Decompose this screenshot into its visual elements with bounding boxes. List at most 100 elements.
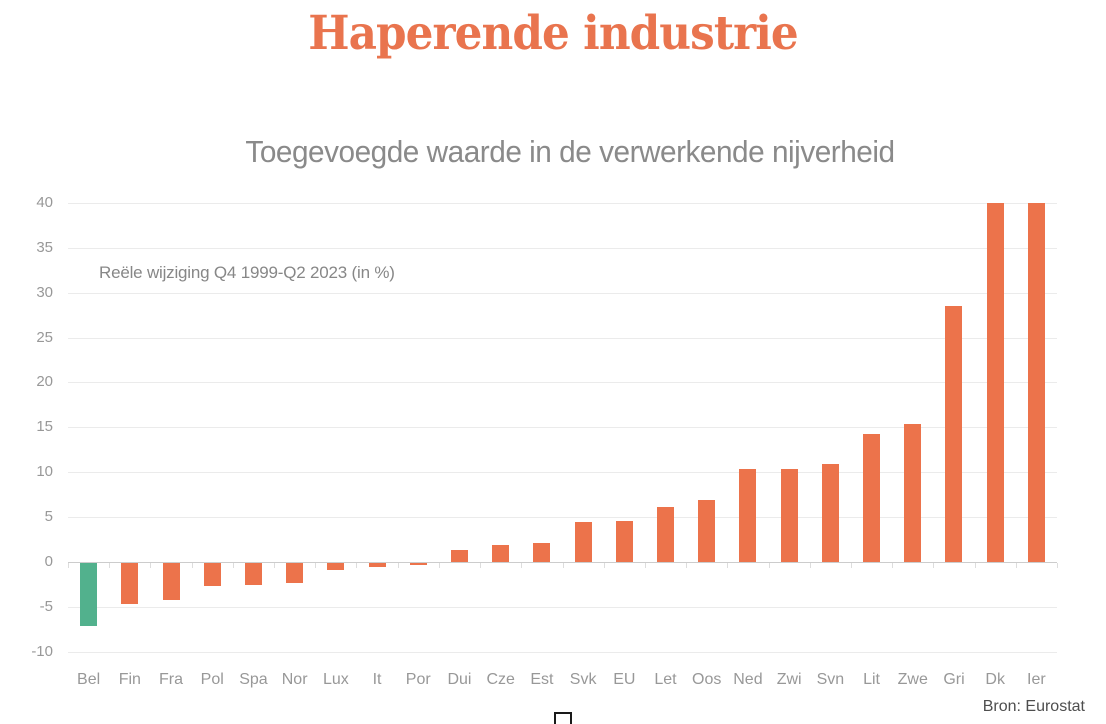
x-tick-label-Bel: Bel xyxy=(77,671,101,688)
x-axis-tick xyxy=(232,563,234,568)
x-tick-label-Svk: Svk xyxy=(569,671,597,688)
y-tick-label--10: -10 xyxy=(31,642,53,660)
bar-Oos xyxy=(698,500,716,562)
x-tick-label-Zwe: Zwe xyxy=(897,671,928,688)
x-axis-tick xyxy=(850,563,852,568)
x-axis-tick xyxy=(809,563,811,568)
gridline-35 xyxy=(68,247,1057,249)
x-tick-label-Let: Let xyxy=(654,671,677,688)
x-tick-label-Ned: Ned xyxy=(733,671,763,688)
x-tick-label-Spa: Spa xyxy=(239,671,268,688)
y-tick-label-20: 20 xyxy=(36,373,53,391)
gridline-30 xyxy=(68,292,1057,294)
missing-glyph-icon xyxy=(554,712,572,724)
x-axis-tick xyxy=(892,563,894,568)
x-axis-tick xyxy=(315,563,317,568)
gridline-10 xyxy=(68,472,1057,474)
bar-Let xyxy=(657,507,675,562)
x-tick-label-Por: Por xyxy=(405,671,431,688)
gridline-40 xyxy=(68,202,1057,204)
x-axis-tick xyxy=(768,563,770,568)
x-tick-label-Dui: Dui xyxy=(447,671,472,688)
y-tick-label-25: 25 xyxy=(36,328,53,346)
gridline-20 xyxy=(68,382,1057,384)
x-axis-tick xyxy=(109,563,111,568)
y-tick-label-35: 35 xyxy=(36,238,53,256)
x-axis-tick xyxy=(150,563,152,568)
x-tick-label-Pol: Pol xyxy=(200,671,224,688)
y-tick-label-15: 15 xyxy=(36,418,53,436)
x-tick-label-Oos: Oos xyxy=(692,671,722,688)
x-axis-tick xyxy=(397,563,399,568)
bar-Zwi xyxy=(780,468,798,562)
bar-Est xyxy=(533,543,551,562)
bar-Ned xyxy=(739,468,757,562)
y-tick-label-40: 40 xyxy=(36,193,53,211)
x-axis-tick xyxy=(1015,563,1017,568)
x-axis-tick xyxy=(727,563,729,568)
x-axis-tick xyxy=(191,563,193,568)
bar-Bel xyxy=(80,563,98,626)
x-tick-label-Lit: Lit xyxy=(863,671,880,688)
x-tick-label-Dk: Dk xyxy=(985,671,1005,688)
x-tick-label-Gri: Gri xyxy=(943,671,965,688)
y-tick-label-0: 0 xyxy=(44,553,53,570)
x-tick-label-Zwi: Zwi xyxy=(776,671,802,688)
y-tick-label-10: 10 xyxy=(36,463,53,481)
page-title: Haperende industrie xyxy=(308,6,798,61)
bar-Lit xyxy=(863,434,881,562)
x-tick-label-Est: Est xyxy=(530,671,554,688)
bar-Fin xyxy=(121,563,139,605)
zero-axis-line xyxy=(68,562,1057,563)
bar-Lux xyxy=(327,563,345,571)
x-tick-label-EU: EU xyxy=(613,671,636,688)
bar-Svn xyxy=(821,464,839,562)
bar-Pol xyxy=(203,563,221,587)
x-axis-tick xyxy=(68,563,69,568)
chart-annotation: Reële wijziging Q4 1999-Q2 2023 (in %) xyxy=(99,263,395,282)
gridline-5 xyxy=(68,517,1057,519)
x-tick-label-Cze: Cze xyxy=(486,671,515,688)
x-axis-tick xyxy=(686,563,688,568)
x-tick-label-Fra: Fra xyxy=(159,671,183,688)
x-axis-tick xyxy=(356,563,358,568)
chart-title: Toegevoegde waarde in de verwerkende nij… xyxy=(245,134,895,169)
x-tick-label-It: It xyxy=(372,671,382,688)
gridline-25 xyxy=(68,337,1057,339)
x-tick-label-Fin: Fin xyxy=(118,671,141,688)
x-axis-tick xyxy=(974,563,976,568)
bar-Cze xyxy=(492,544,510,562)
bar-Gri xyxy=(945,306,963,562)
bar-Svk xyxy=(574,521,592,562)
bar-Fra xyxy=(162,563,180,600)
bar-Zwe xyxy=(904,423,922,562)
x-axis-tick xyxy=(603,563,605,568)
x-axis-tick xyxy=(274,563,276,568)
x-tick-label-Nor: Nor xyxy=(281,671,308,688)
bar-Dui xyxy=(450,550,468,562)
y-tick-label-5: 5 xyxy=(44,508,53,526)
y-tick-label--5: -5 xyxy=(39,597,53,615)
x-axis-tick xyxy=(644,563,646,568)
bar-EU xyxy=(615,520,633,562)
x-tick-label-Lux: Lux xyxy=(322,671,349,688)
x-axis-tick xyxy=(438,563,440,568)
bar-Spa xyxy=(244,563,262,586)
bar-Dk xyxy=(986,202,1004,562)
x-axis-tick xyxy=(521,563,523,568)
gridline--10 xyxy=(68,651,1057,653)
x-tick-label-Ier: Ier xyxy=(1027,671,1046,688)
x-axis-tick xyxy=(480,563,482,568)
bar-It xyxy=(368,563,386,568)
bar-Ier xyxy=(1027,202,1045,562)
bar-Nor xyxy=(286,563,304,583)
gridline--5 xyxy=(68,606,1057,608)
source-label: Bron: Eurostat xyxy=(982,698,1085,715)
x-axis-tick xyxy=(562,563,564,568)
gridline-15 xyxy=(68,427,1057,429)
x-axis-tick xyxy=(1057,563,1058,568)
bar-Por xyxy=(409,563,427,565)
x-tick-label-Svn: Svn xyxy=(816,671,845,688)
